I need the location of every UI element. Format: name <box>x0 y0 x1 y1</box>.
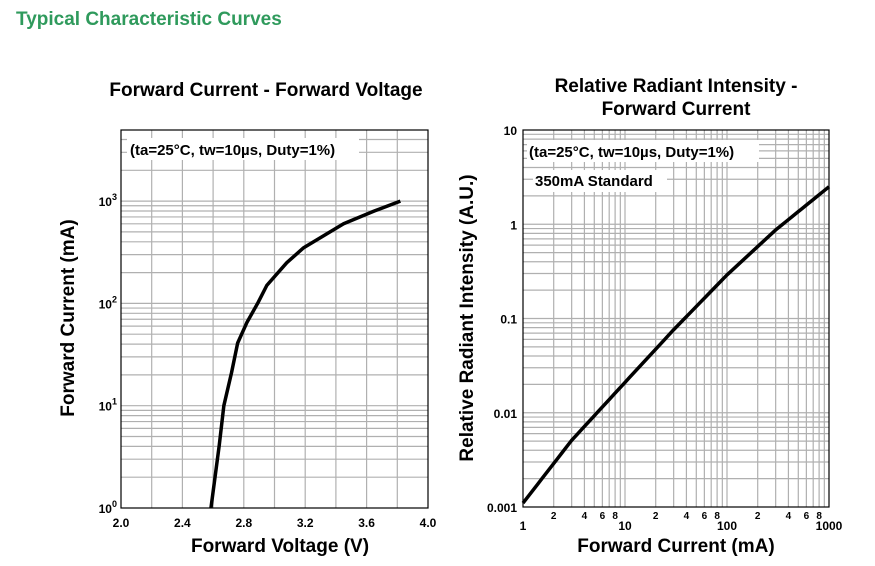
chart1-x-tick-label: 3.6 <box>358 516 375 530</box>
chart2-y-tick-label: 10 <box>504 124 518 138</box>
chart2-x-minor-tick-label: 8 <box>816 511 822 522</box>
chart2-annotation: (ta=25°C, tw=10µs, Duty=1%) <box>529 144 734 161</box>
chart2-plot-frame <box>522 129 830 508</box>
chart2-x-minor-tick-label: 6 <box>702 511 708 522</box>
chart1-y-tick-label: 100 <box>99 499 117 516</box>
chart2-ylabel: Relative Radiant Intensity (A.U.) <box>457 174 478 461</box>
chart2-xlabel: Forward Current (mA) <box>577 536 774 557</box>
chart2-y-tick-label: 1 <box>510 218 517 232</box>
chart2-annotation2: 350mA Standard <box>535 173 653 190</box>
chart2-x-tick-label: 100 <box>717 519 737 533</box>
chart2-x-minor-tick-label: 4 <box>786 511 792 522</box>
chart2-x-minor-tick-label: 6 <box>804 511 810 522</box>
chart-relative-intensity-current: Relative Radiant Intensity - Forward Cur… <box>457 76 843 557</box>
chart2-x-tick-label: 10 <box>618 519 632 533</box>
chart2-x-minor-tick-label: 2 <box>551 511 557 522</box>
page-title: Typical Characteristic Curves <box>16 9 282 30</box>
chart1-title: Forward Current - Forward Voltage <box>109 80 422 101</box>
chart1-ylabel: Forward Current (mA) <box>58 219 79 416</box>
chart2-y-tick-label: 0.01 <box>494 407 518 421</box>
chart1-annotation: (ta=25°C, tw=10µs, Duty=1%) <box>130 142 335 159</box>
chart2-x-tick-label: 1000 <box>816 519 843 533</box>
chart2-y-tick-label: 0.001 <box>487 501 517 515</box>
chart1-x-tick-label: 2.0 <box>113 516 130 530</box>
chart2-x-minor-tick-label: 2 <box>755 511 761 522</box>
chart1-y-tick-label: 103 <box>99 192 117 209</box>
chart2-x-minor-tick-label: 6 <box>600 511 606 522</box>
chart2-annotation-bg <box>527 140 759 162</box>
chart1-x-tick-label: 3.2 <box>297 516 314 530</box>
chart2-x-minor-tick-label: 4 <box>582 511 588 522</box>
chart2-title-line1: Relative Radiant Intensity - <box>555 76 798 97</box>
chart2-x-tick-label: 1 <box>520 519 527 533</box>
chart1-x-tick-label: 4.0 <box>420 516 437 530</box>
chart1-x-tick-label: 2.8 <box>235 516 252 530</box>
chart2-annotation2-bg <box>533 170 667 192</box>
chart1-y-tick-label: 102 <box>99 294 117 311</box>
chart2-x-minor-tick-label: 4 <box>684 511 690 522</box>
chart2-y-tick-label: 0.1 <box>500 313 517 327</box>
chart-forward-current-voltage: Forward Current - Forward Voltage (ta=25… <box>58 80 437 557</box>
chart2-title-line2: Forward Current <box>602 99 752 120</box>
chart2-x-minor-tick-label: 2 <box>653 511 659 522</box>
chart1-series-line <box>209 199 401 509</box>
chart1-x-tick-label: 2.4 <box>174 516 191 530</box>
chart2-x-minor-tick-label: 8 <box>612 511 618 522</box>
chart1-plot-frame <box>120 129 429 509</box>
chart1-annotation-bg <box>127 138 359 160</box>
chart1-y-tick-label: 101 <box>99 397 117 414</box>
chart1-xlabel: Forward Voltage (V) <box>191 536 369 557</box>
chart2-series-line <box>521 185 831 505</box>
chart2-x-minor-tick-label: 8 <box>714 511 720 522</box>
